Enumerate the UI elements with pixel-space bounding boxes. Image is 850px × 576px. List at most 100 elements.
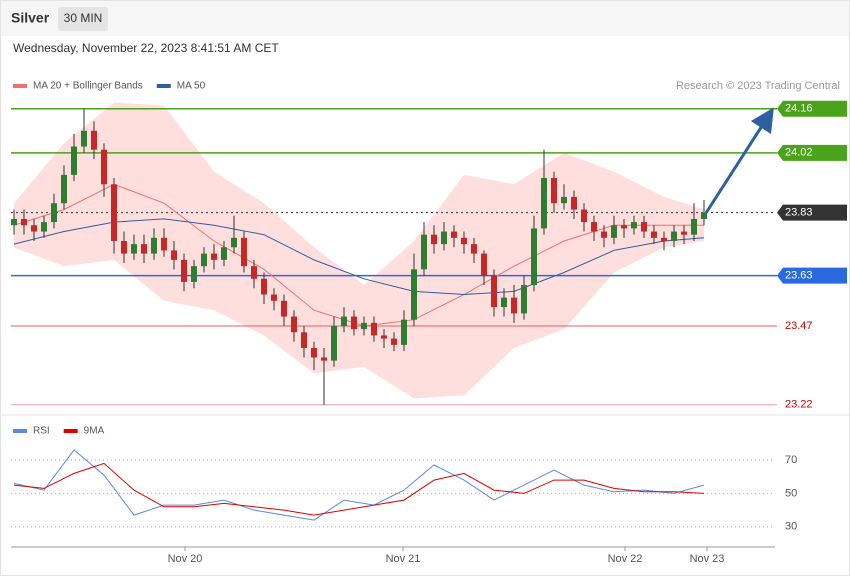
- candle-body: [681, 231, 687, 235]
- candle-body: [251, 266, 257, 279]
- x-tick-label: Nov 20: [168, 553, 203, 565]
- candle-body: [11, 218, 17, 226]
- candle-body: [321, 357, 327, 361]
- bollinger-band: [14, 102, 704, 399]
- candle-body: [511, 297, 517, 314]
- candle-body: [361, 322, 367, 330]
- instrument: Silver: [11, 10, 50, 26]
- legend-swatch: [63, 429, 78, 433]
- candle-body: [331, 325, 337, 361]
- candle-body: [271, 294, 277, 301]
- candle-body: [301, 332, 307, 349]
- candle-body: [71, 146, 77, 175]
- y-tick-label: 50: [785, 487, 797, 499]
- candle-body: [421, 234, 427, 270]
- candle-body: [121, 240, 127, 254]
- level-label-box: [777, 144, 847, 161]
- level-label: 23.47: [785, 320, 813, 332]
- candle-body: [551, 178, 557, 204]
- candle-body: [241, 237, 247, 267]
- candle-body: [261, 278, 267, 295]
- candle-body: [171, 250, 177, 260]
- candle-body: [181, 259, 187, 282]
- candle-body: [441, 231, 447, 245]
- timeframe-badge[interactable]: [58, 7, 108, 31]
- legend-label: MA 20 + Bollinger Bands: [33, 81, 143, 92]
- candle-body: [61, 174, 67, 204]
- legend-label: 9MA: [84, 426, 105, 437]
- candle-body: [371, 322, 377, 336]
- legend-swatch: [13, 429, 27, 433]
- timestamp: Wednesday, November 22, 2023 8:41:51 AM …: [13, 41, 279, 55]
- candle-body: [481, 253, 487, 276]
- level-label: 23.22: [785, 399, 813, 411]
- candle-body: [611, 225, 617, 238]
- candle-body: [391, 338, 397, 345]
- x-tick-label: Nov 21: [386, 553, 421, 565]
- level-label: 23.83: [785, 207, 813, 219]
- candle-body: [31, 225, 37, 232]
- candle-body: [281, 300, 287, 317]
- x-tick-label: Nov 22: [608, 553, 643, 565]
- source: Research © 2023 Trading Central: [676, 80, 840, 92]
- candle-body: [531, 228, 537, 286]
- candle-body: [491, 275, 497, 308]
- plot: 24.16 24.02 23.83 23.63 23.47 23.22 MA 20 + Bo…: [11, 81, 847, 565]
- candle-body: [291, 316, 297, 333]
- candle-body: [231, 237, 237, 248]
- candle-body: [191, 266, 197, 282]
- level-label-box: [777, 204, 847, 221]
- candle-body: [661, 237, 667, 241]
- candle-body: [41, 222, 47, 232]
- series-line: [13, 449, 705, 521]
- legend-label: MA 50: [177, 81, 206, 92]
- level-label: 23.63: [785, 270, 813, 282]
- candle-body: [341, 316, 347, 326]
- candle-body: [471, 244, 477, 254]
- y-tick-label: 30: [785, 521, 797, 533]
- candle-body: [541, 178, 547, 229]
- candle-body: [141, 244, 147, 254]
- candle-body: [221, 247, 227, 260]
- candle-body: [211, 253, 217, 260]
- candle-body: [521, 285, 527, 314]
- legend-swatch: [156, 84, 171, 88]
- candle-body: [381, 335, 387, 339]
- candle-body: [351, 316, 357, 330]
- candle-body: [431, 234, 437, 245]
- candle-body: [51, 203, 57, 223]
- candle-body: [311, 348, 317, 358]
- timeframe[interactable]: 30 MIN: [64, 11, 103, 25]
- candle-body: [411, 269, 417, 320]
- candle-body: [701, 212, 707, 219]
- level-label-box: [777, 100, 847, 117]
- candle-body: [601, 231, 607, 238]
- candle-body: [591, 222, 597, 232]
- candle-body: [581, 209, 587, 223]
- header-bar: [1, 1, 849, 36]
- level-label-box: [777, 267, 847, 284]
- candle-body: [621, 225, 627, 229]
- candle-body: [131, 244, 137, 254]
- legend-label: RSI: [33, 426, 50, 437]
- series-line: [13, 462, 705, 516]
- candle-body: [641, 222, 647, 232]
- candle-body: [401, 319, 407, 345]
- candle-body: [111, 184, 117, 241]
- candle-body: [451, 231, 457, 238]
- candle-body: [21, 218, 27, 226]
- candle-body: [631, 222, 637, 229]
- level-label: 24.02: [785, 147, 813, 159]
- candle-body: [101, 149, 107, 185]
- candle-body: [151, 237, 157, 254]
- level-label: 24.16: [785, 103, 813, 115]
- candle-body: [671, 231, 677, 241]
- legend-swatch: [13, 84, 27, 88]
- candle-body: [81, 130, 87, 147]
- x-tick-label: Nov 23: [690, 553, 725, 565]
- forecast-arrow: [704, 107, 774, 214]
- candle-body: [91, 130, 97, 150]
- candle-body: [461, 237, 467, 245]
- candle-body: [501, 297, 507, 308]
